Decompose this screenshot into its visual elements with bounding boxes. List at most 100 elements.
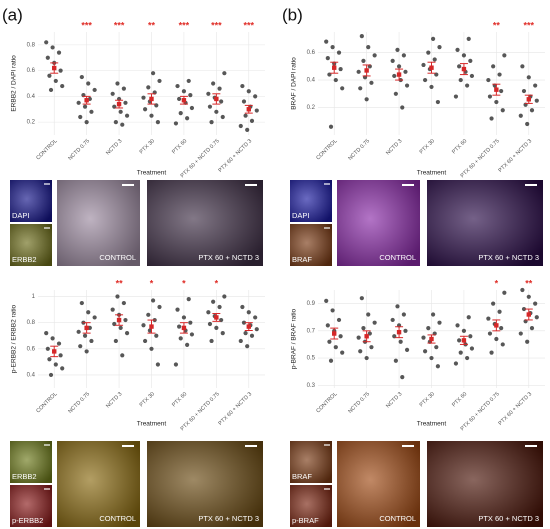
- channel-label: DAPI: [12, 211, 30, 220]
- mean-marker: [332, 331, 337, 336]
- data-point: [53, 78, 58, 84]
- data-point: [58, 353, 63, 358]
- data-point: [521, 88, 527, 94]
- data-point: [403, 69, 408, 74]
- y-tick-label: 0.4: [307, 78, 316, 84]
- data-point: [219, 99, 224, 104]
- data-point: [429, 355, 434, 361]
- data-point: [486, 316, 491, 321]
- channel-label: BRAF: [292, 472, 312, 481]
- data-point: [155, 362, 160, 367]
- data-point: [241, 320, 247, 325]
- data-point: [421, 335, 426, 340]
- mean-marker: [52, 65, 57, 71]
- y-tick-label: 0.8: [27, 320, 36, 326]
- data-point: [89, 338, 94, 344]
- data-point: [220, 114, 225, 120]
- data-point: [217, 304, 222, 310]
- condition-label: PTX 60 + NCTD 3: [478, 253, 539, 262]
- significance-label: ***: [244, 20, 255, 30]
- mean-marker: [149, 324, 154, 329]
- data-point: [173, 121, 179, 126]
- data-point: [327, 339, 332, 344]
- data-point: [217, 86, 222, 91]
- data-point: [141, 323, 146, 328]
- data-point: [149, 346, 154, 351]
- data-point: [181, 315, 187, 320]
- data-point: [186, 297, 191, 302]
- data-point: [113, 120, 118, 125]
- data-point: [364, 355, 369, 361]
- channel-image-texture: [290, 441, 332, 483]
- data-point: [468, 58, 473, 63]
- channel-label: p-ERBB2: [12, 516, 43, 525]
- data-point: [398, 339, 403, 344]
- data-point: [328, 124, 334, 129]
- micrograph-texture: [427, 180, 543, 266]
- y-tick-label: 0.2: [307, 105, 316, 111]
- data-point: [500, 108, 505, 113]
- data-point: [207, 321, 213, 327]
- data-point: [79, 300, 84, 306]
- data-point: [120, 122, 125, 127]
- data-point: [431, 312, 436, 317]
- data-point: [253, 94, 258, 99]
- data-point: [401, 53, 406, 58]
- data-point: [533, 301, 538, 306]
- micrograph-texture: [57, 180, 140, 266]
- data-point: [489, 116, 494, 121]
- data-point: [76, 329, 81, 334]
- micrograph-texture: [427, 441, 543, 527]
- mean-marker: [116, 317, 122, 323]
- data-point: [76, 100, 81, 105]
- data-point: [333, 77, 338, 83]
- mean-marker: [149, 96, 154, 102]
- data-point: [469, 346, 475, 351]
- data-point: [392, 73, 397, 79]
- data-point: [372, 53, 377, 58]
- data-point: [366, 312, 371, 317]
- channel-label: DAPI: [292, 211, 310, 220]
- data-point: [47, 357, 52, 362]
- data-point: [155, 120, 160, 125]
- data-point: [178, 111, 183, 116]
- data-point: [177, 324, 182, 329]
- y-axis-label: p-ERBB2 / ERBB2 ratio: [11, 304, 18, 373]
- y-tick-label: 0.7: [307, 328, 316, 334]
- mean-marker: [84, 325, 89, 331]
- data-point: [390, 317, 395, 323]
- significance-label: **: [148, 20, 156, 30]
- mean-marker: [494, 87, 499, 92]
- data-point: [453, 361, 459, 366]
- data-point: [44, 40, 49, 45]
- condition-label: PTX 60 + NCTD 3: [478, 514, 539, 523]
- data-point: [494, 99, 499, 105]
- data-point: [146, 85, 151, 90]
- data-point: [526, 294, 531, 299]
- data-point: [366, 45, 371, 50]
- data-point: [189, 332, 195, 337]
- data-point: [249, 333, 255, 338]
- data-point: [529, 326, 535, 331]
- data-point: [502, 290, 507, 295]
- data-point: [457, 338, 462, 343]
- data-point: [429, 84, 434, 90]
- channel-label: ERBB2: [12, 255, 37, 264]
- data-point: [48, 372, 54, 378]
- data-point: [361, 326, 366, 331]
- data-point: [465, 83, 470, 88]
- data-point: [118, 325, 123, 330]
- data-point: [336, 317, 342, 323]
- significance-label: ***: [524, 20, 535, 30]
- y-tick-label: 0.8: [27, 42, 36, 48]
- data-point: [44, 331, 49, 336]
- mean-marker: [116, 101, 122, 107]
- mean-marker: [181, 98, 187, 103]
- data-point: [494, 336, 499, 342]
- mean-marker: [526, 97, 531, 102]
- data-point: [502, 53, 507, 58]
- data-point: [395, 304, 400, 309]
- data-point: [120, 353, 125, 358]
- data-point: [86, 310, 91, 315]
- data-point: [338, 66, 343, 72]
